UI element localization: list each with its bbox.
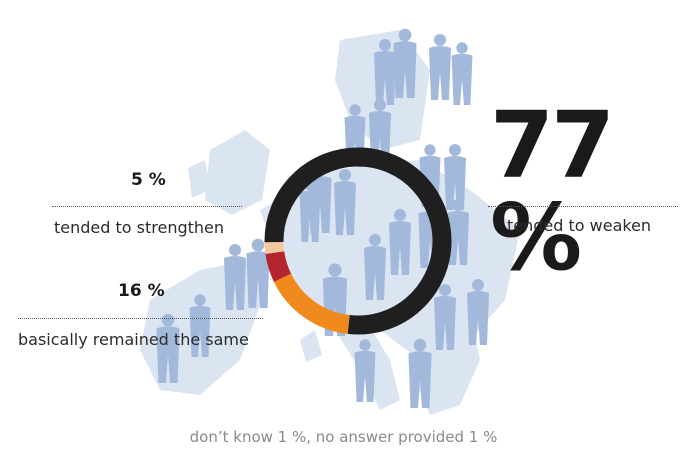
donut-slice-basically-remained-the-same	[273, 273, 351, 334]
donut-slice-tended-to-strengthen	[265, 251, 292, 282]
donut-slice-tended-to-weaken	[264, 147, 452, 335]
footnote: don’t know 1 %, no answer provided 1 %	[189, 428, 498, 446]
strengthen-label: tended to strengthen	[54, 218, 225, 237]
weaken-percent: 77 %	[490, 92, 615, 291]
weaken-divider	[488, 206, 678, 207]
strengthen-percent: 5 %	[131, 170, 166, 190]
same-divider	[18, 318, 263, 319]
same-percent: 16 %	[118, 281, 165, 301]
weaken-label: tended to weaken	[507, 216, 652, 235]
same-label: basically remained the same	[18, 330, 249, 349]
strengthen-divider	[52, 206, 242, 207]
donut-slice-don-t-know	[264, 246, 285, 255]
